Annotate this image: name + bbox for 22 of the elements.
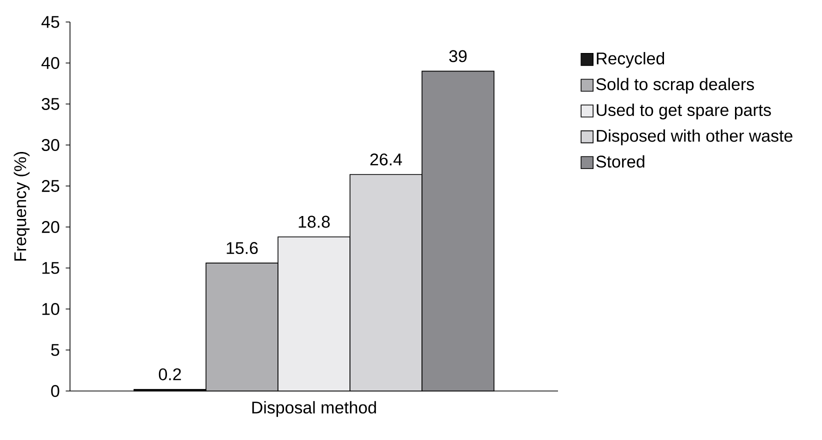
data-label: 15.6 (226, 242, 258, 254)
data-label: 18.8 (298, 216, 330, 228)
legend-label: Recycled (596, 52, 664, 68)
y-tick-label: 5 (51, 344, 60, 356)
y-tick-label: 0 (51, 385, 60, 397)
y-tick-label: 40 (41, 57, 60, 69)
y-tick-label: 35 (42, 98, 60, 110)
x-axis-title: Disposal method (252, 401, 376, 417)
y-tick-label: 20 (42, 221, 60, 233)
y-tick-label: 45 (41, 16, 60, 28)
y-tick-label: 10 (42, 303, 60, 315)
y-tick-label: 15 (42, 262, 60, 274)
legend-label: Disposed with other waste (596, 129, 792, 146)
y-tick-label: 30 (42, 139, 60, 151)
legend-label: Stored (596, 155, 644, 168)
data-label: 39 (449, 50, 467, 62)
data-label: 26.4 (370, 153, 402, 166)
legend-label: Sold to scrap dealers (596, 78, 754, 94)
y-tick-label: 25 (42, 180, 60, 192)
data-label: 0.2 (158, 368, 181, 380)
legend-label: Used to get spare parts (596, 104, 771, 120)
y-axis-title: Frequency (%) (14, 152, 30, 261)
